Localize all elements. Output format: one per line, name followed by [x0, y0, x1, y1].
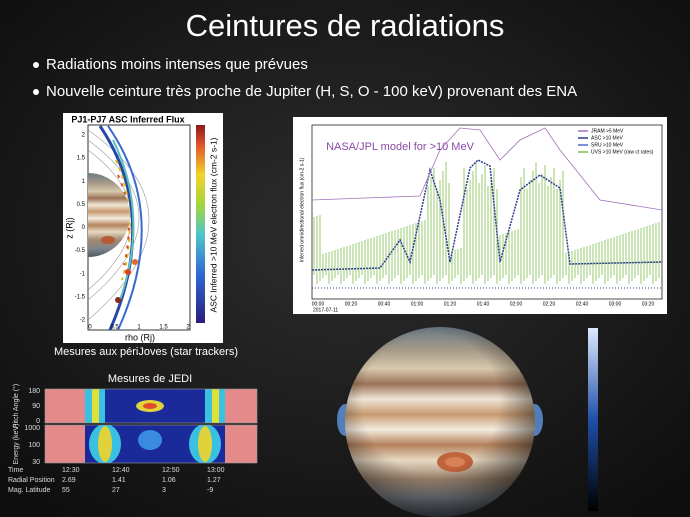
x-tick-label: 02:40	[576, 301, 589, 307]
x-tick-label: 02:20	[543, 301, 556, 307]
x-tick-label: 0	[88, 325, 92, 331]
row-label: Radial Position	[8, 477, 55, 484]
y-tick-label: -1.5	[75, 294, 86, 300]
y-axis-label: z (Rj)	[64, 217, 74, 239]
table-cell: 1.06	[162, 477, 176, 484]
y-tick-label: 1.5	[77, 156, 86, 162]
table-cell: 1.41	[112, 477, 126, 484]
table-cell: 55	[62, 487, 70, 494]
figure-left: PJ1-PJ7 ASC Inferred Flux ASC Inferred >…	[63, 113, 223, 343]
legend-label: ASC >10 MeV	[591, 135, 623, 141]
x-tick-label: 1	[137, 325, 141, 331]
x-axis-label: rho (Rj)	[125, 332, 155, 342]
x-tick-label: 01:40	[477, 301, 490, 307]
y-tick-label: 2	[82, 133, 86, 139]
energy-tick: 1000	[24, 425, 40, 432]
x-tick-label: 00:20	[345, 301, 358, 307]
row-label: Time	[8, 467, 23, 474]
table-cell: 2.69	[62, 477, 76, 484]
legend-label: SRU >10 MeV	[591, 142, 624, 148]
x-tick-label: 00:00	[312, 301, 325, 307]
row-label: Mag. Latitude	[8, 487, 51, 494]
y-tick-label: -2	[80, 318, 86, 324]
y-tick-label: 1	[82, 179, 86, 185]
date: 2017-07-11	[313, 307, 338, 313]
table-cell: 1.27	[207, 477, 221, 484]
pitch-tick: 180	[28, 388, 40, 395]
legend-label: UVS >10 MeV (raw ct rates)	[591, 149, 654, 155]
x-tick-label: 2	[186, 325, 190, 331]
bullet: Radiations moins intenses que prévues	[46, 56, 308, 73]
pitch-tick: 0	[36, 418, 40, 425]
table-cell: -9	[207, 487, 213, 494]
jupiter-image	[337, 327, 543, 517]
x-tick-label: 03:20	[642, 301, 655, 307]
bullet: Nouvelle ceinture très proche de Jupiter…	[46, 83, 577, 100]
x-tick-label: 1.5	[159, 325, 168, 331]
x-tick-label: 02:00	[510, 301, 523, 307]
legend-label: JRAM >5 MeV	[591, 128, 624, 134]
table-cell: 12:40	[112, 467, 130, 474]
x-tick-label: 03:00	[609, 301, 622, 307]
bullet-dot	[33, 89, 39, 95]
energy-label: Energy (keV)	[13, 424, 20, 465]
table-cell: 12:30	[62, 467, 80, 474]
figure-jedi: Mesures de JEDI Pitch Angle (°) Energy (…	[8, 373, 258, 494]
figure-title: PJ1-PJ7 ASC Inferred Flux	[71, 114, 184, 124]
y-axis-label: Inferred omnidirectional electron flux (…	[299, 157, 305, 262]
figure-model: NASA/JPL model for >10 MeV Inferred omni…	[293, 117, 667, 314]
x-tick-label: 01:00	[411, 301, 424, 307]
colorbar-label: ASC Inferred >10 MeV electron flux (cm-2…	[208, 137, 218, 312]
table-cell: 27	[112, 487, 120, 494]
caption: Mesures aux périJoves (star trackers)	[54, 346, 238, 358]
jedi-title: Mesures de JEDI	[108, 373, 192, 385]
energy-tick: 100	[28, 442, 40, 449]
table-cell: 3	[162, 487, 166, 494]
x-tick-label: 0.5	[110, 325, 119, 331]
y-tick-label: -0.5	[75, 248, 86, 254]
table-cell: 12:50	[162, 467, 180, 474]
title: Ceintures de radiations	[186, 8, 505, 43]
y-tick-label: 0	[82, 225, 86, 231]
pitch-tick: 90	[32, 403, 40, 410]
y-tick-label: -1	[80, 271, 86, 277]
annotation: NASA/JPL model for >10 MeV	[326, 141, 475, 153]
bullet-dot	[33, 62, 39, 68]
table-cell: 13:00	[207, 467, 225, 474]
x-tick-label: 01:20	[444, 301, 457, 307]
energy-tick: 30	[32, 459, 40, 466]
x-tick-label: 00:40	[378, 301, 391, 307]
y-tick-label: 0.5	[77, 202, 86, 208]
pitch-label: Pitch Angle (°)	[12, 384, 20, 428]
colorbar-right	[588, 328, 598, 511]
